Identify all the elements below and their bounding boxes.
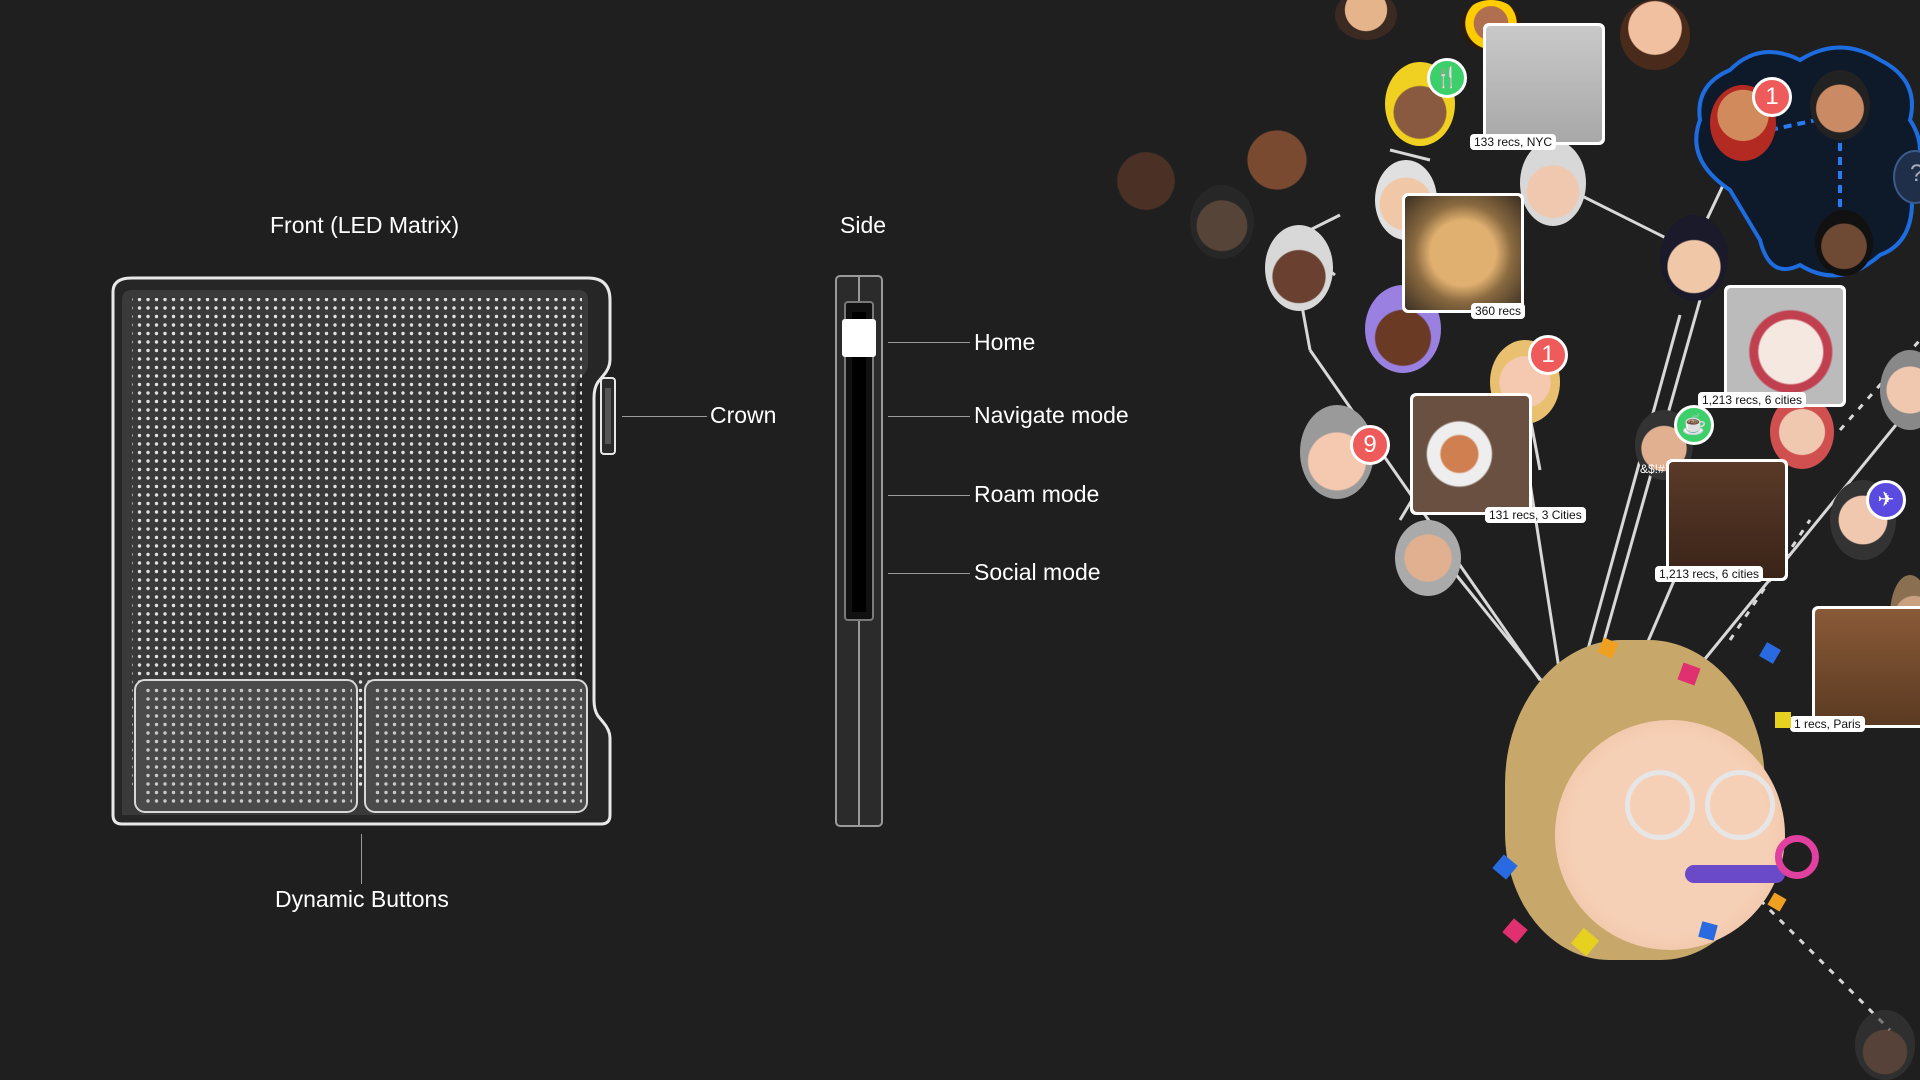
avatar-sleeping[interactable]: [1190, 185, 1254, 259]
tag-360: 360 recs: [1471, 303, 1526, 319]
tag-paris: 1 recs, Paris: [1790, 716, 1865, 732]
main-avatar-party[interactable]: [1505, 640, 1825, 970]
home-leader: [888, 342, 970, 343]
mode-roam: Roam mode: [974, 481, 1100, 507]
social-leader: [888, 573, 970, 574]
symbols-text: &$!#: [1640, 462, 1665, 476]
avatar-party-hat[interactable]: [1660, 215, 1728, 301]
avatar-dark-2[interactable]: [1245, 118, 1309, 202]
side-device: [835, 275, 883, 827]
mode-social: Social mode: [974, 559, 1101, 585]
avatar-bottom-right[interactable]: [1855, 1010, 1915, 1080]
photo-paris[interactable]: [1812, 606, 1920, 728]
front-title: Front (LED Matrix): [270, 212, 460, 238]
gray-hair-badge: 9: [1350, 425, 1390, 465]
photo-nyc[interactable]: [1483, 23, 1605, 145]
side-slider-thumb: [842, 319, 876, 357]
avatar-dark-1[interactable]: [1115, 140, 1177, 222]
notification-badge: 1: [1752, 77, 1792, 117]
avatar-hand-mouth[interactable]: [1880, 350, 1920, 430]
dynamic-buttons-label: Dynamic Buttons: [275, 886, 449, 912]
crown-label: Crown: [710, 402, 777, 428]
avatar-hands[interactable]: [1620, 0, 1690, 70]
photo-pasta[interactable]: [1402, 193, 1524, 313]
avatar-travel[interactable]: [1830, 490, 1831, 491]
avatar-thinking[interactable]: [1335, 0, 1397, 40]
avatar-exploding-1[interactable]: [1265, 225, 1333, 311]
tag-cocktail: 1,213 recs, 6 cities: [1655, 566, 1764, 582]
side-title: Side: [840, 212, 887, 238]
cluster-avatar-2[interactable]: [1810, 70, 1870, 140]
photo-cocktail[interactable]: [1666, 459, 1788, 581]
roam-leader: [888, 495, 970, 496]
photo-cake[interactable]: [1724, 285, 1846, 407]
cup-badge: ☕: [1674, 405, 1714, 445]
confetti: [1492, 637, 1791, 957]
mode-home: Home: [974, 329, 1036, 355]
avatar-heart-eyes-1[interactable]: [1395, 520, 1461, 596]
travel-badge: ✈: [1866, 480, 1906, 520]
question-mark: ?: [1910, 160, 1920, 188]
tag-nyc: 133 recs, NYC: [1470, 134, 1557, 150]
buttons-leader-line: [361, 834, 362, 884]
tag-dishes: 131 recs, 3 Cities: [1485, 507, 1586, 523]
navigate-leader: [888, 416, 970, 417]
cluster-avatar-3[interactable]: [1815, 210, 1873, 276]
wink-badge: 1: [1528, 335, 1568, 375]
mode-navigate: Navigate mode: [974, 402, 1129, 428]
food-badge: 🍴: [1427, 58, 1467, 98]
tag-cake: 1,213 recs, 6 cities: [1698, 392, 1807, 408]
photo-dishes[interactable]: [1410, 393, 1532, 515]
crown-leader-line: [622, 416, 707, 417]
front-device: [111, 276, 616, 826]
avatar-exploding-2[interactable]: [1520, 140, 1586, 226]
